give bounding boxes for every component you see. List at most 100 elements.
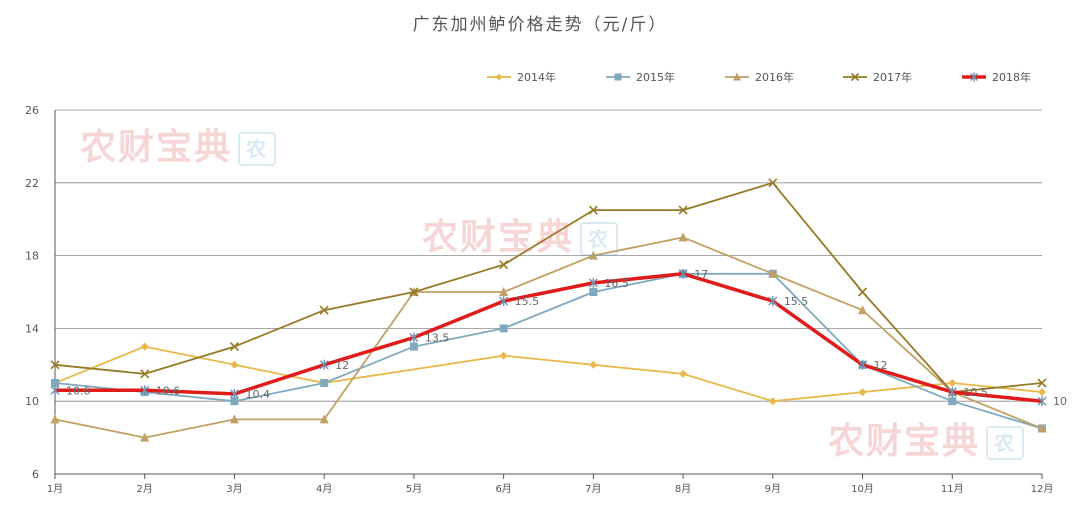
point-marker <box>140 369 150 379</box>
series-2016年 <box>50 232 1047 442</box>
data-label: 12 <box>874 359 888 372</box>
legend-entry: 2017年 <box>843 70 912 84</box>
axes: 6 10 14 18 22 26 1月 2月 3月 4月 5月 6月 7月 8月 9月 10月 11月 12月 <box>25 104 1053 495</box>
x-tick-label: 7月 <box>585 483 601 495</box>
point-marker <box>50 414 60 424</box>
point-marker <box>1037 378 1047 388</box>
point-marker <box>768 397 777 406</box>
x-tick-label: 9月 <box>765 483 781 495</box>
watermark: 农财宝典农 <box>422 208 619 260</box>
point-marker <box>140 385 150 396</box>
point-marker <box>768 178 778 188</box>
point-marker <box>230 397 239 406</box>
series-line <box>54 236 1043 439</box>
point-marker <box>140 342 149 351</box>
data-label: 13.5 <box>425 332 450 345</box>
point-marker <box>1037 396 1047 407</box>
series-2015年 <box>51 269 1046 433</box>
legend-label: 2018年 <box>992 70 1031 84</box>
legend-entry: 2015年 <box>606 70 675 84</box>
y-tick-label: 6 <box>32 468 39 481</box>
point-marker <box>678 205 688 215</box>
x-tick-label: 3月 <box>226 483 242 495</box>
point-marker <box>499 287 509 296</box>
point-marker <box>768 268 778 278</box>
point-marker <box>589 288 598 296</box>
point-marker <box>947 387 957 398</box>
point-marker <box>614 73 622 81</box>
data-label: 16.5 <box>604 277 629 290</box>
point-marker <box>768 296 778 307</box>
point-marker <box>229 414 239 424</box>
y-tick-label: 10 <box>25 395 39 408</box>
point-marker <box>1038 388 1046 397</box>
point-marker <box>678 232 688 242</box>
legend-label: 2017年 <box>873 70 912 84</box>
y-tick-label: 22 <box>25 177 39 190</box>
series-2018年 <box>50 268 1047 407</box>
point-marker <box>948 379 957 387</box>
point-marker <box>50 360 60 370</box>
legend-entry: 2016年 <box>725 70 794 84</box>
point-marker <box>499 324 508 333</box>
point-marker <box>970 72 978 82</box>
data-label: 15.5 <box>515 295 540 308</box>
point-marker <box>409 332 419 343</box>
data-label: 12 <box>335 359 349 372</box>
point-marker <box>320 379 329 387</box>
point-marker <box>850 72 860 82</box>
point-marker <box>1037 423 1047 433</box>
y-tick-label: 14 <box>25 322 39 335</box>
point-marker <box>678 268 688 279</box>
data-labels: 10.6 10.6 10.4 12 13.5 15.5 16.5 17 15.5 12 10.5 10 <box>66 268 1067 408</box>
chart-title: 广东加州鲈价格走势（元/斤） <box>413 15 668 35</box>
x-tick-label: 1月 <box>47 483 63 495</box>
point-marker <box>858 305 868 315</box>
point-marker <box>409 342 418 351</box>
legend: 2014年 2015年 2016年 2017年 2018年 <box>487 70 1031 84</box>
point-marker <box>589 360 598 369</box>
x-tick-label: 4月 <box>316 483 332 495</box>
legend-label: 2015年 <box>636 70 675 84</box>
legend-label: 2014年 <box>517 70 556 84</box>
point-marker <box>588 277 598 288</box>
x-tick-label: 10月 <box>851 483 874 495</box>
point-marker <box>230 360 239 369</box>
legend-entry: 2014年 <box>487 70 556 84</box>
data-label: 17 <box>694 268 708 281</box>
watermark: 农财宝典农 <box>80 118 277 170</box>
point-marker <box>229 388 239 399</box>
x-tick-label: 6月 <box>495 483 511 495</box>
point-marker <box>140 432 150 442</box>
point-marker <box>858 388 867 397</box>
data-label: 10.6 <box>66 384 91 397</box>
x-tick-label: 11月 <box>941 483 964 495</box>
watermark-logo-icon: 农 <box>580 222 619 256</box>
gridlines <box>55 109 1042 402</box>
data-label: 10 <box>1053 395 1067 408</box>
point-marker <box>319 359 329 370</box>
legend-label: 2016年 <box>755 70 794 84</box>
watermark-logo-icon: 农 <box>986 426 1025 460</box>
legend-entry: 2018年 <box>962 70 1031 84</box>
point-marker <box>858 359 868 370</box>
x-tick-label: 12月 <box>1031 483 1054 495</box>
y-tick-label: 18 <box>25 250 39 263</box>
point-marker <box>50 385 60 396</box>
point-marker <box>948 397 957 406</box>
point-marker <box>409 287 419 297</box>
y-tick-label: 26 <box>25 104 39 117</box>
watermark: 农财宝典农 <box>828 412 1025 464</box>
point-marker <box>495 73 503 81</box>
point-marker <box>499 260 509 270</box>
point-marker <box>588 205 598 215</box>
series-line <box>54 272 1043 430</box>
x-tick-label: 5月 <box>406 483 422 495</box>
data-label: 15.5 <box>784 295 809 308</box>
x-tick-label: 2月 <box>137 483 153 495</box>
data-label: 10.4 <box>245 388 269 401</box>
point-marker <box>499 296 509 307</box>
series-2017年 <box>50 178 1047 397</box>
series-line <box>54 181 1043 393</box>
